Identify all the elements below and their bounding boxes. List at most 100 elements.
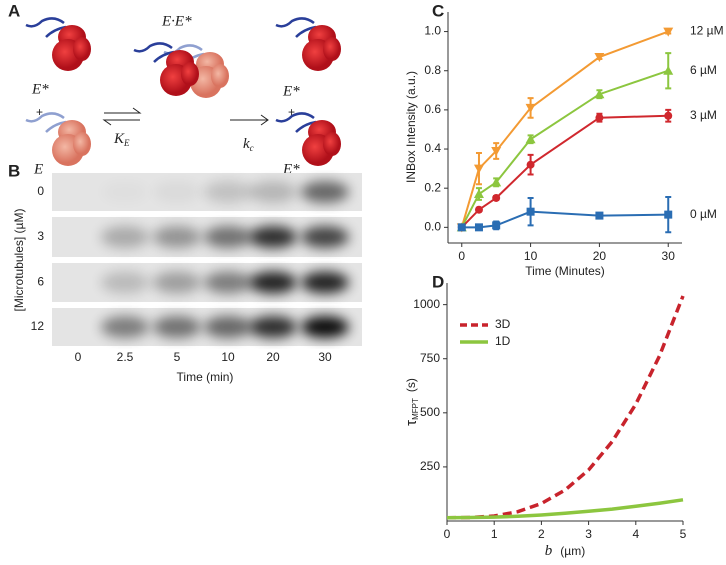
- species-label: E: [33, 161, 43, 177]
- gel-band: [301, 226, 349, 248]
- y-tick-label: 0.8: [424, 63, 441, 77]
- y-tick-label: 0.0: [424, 220, 441, 234]
- y-tick-label: 1.0: [424, 24, 441, 38]
- y-tick-label: 0.2: [424, 180, 441, 194]
- column-label: 5: [174, 350, 181, 364]
- x-tick-label: 2: [538, 527, 545, 541]
- x-tick-label: 10: [524, 249, 538, 263]
- label-part: b: [545, 543, 553, 559]
- species-label: E*: [282, 83, 300, 99]
- gel-band: [153, 316, 201, 338]
- gel-band: [204, 316, 252, 338]
- marker: [491, 146, 502, 156]
- gel-band: [101, 271, 149, 294]
- marker: [492, 193, 501, 202]
- gel-band: [204, 271, 252, 294]
- marker: [595, 113, 604, 122]
- series-line: [446, 498, 684, 520]
- marker: [663, 65, 674, 75]
- protein-active: [274, 17, 343, 73]
- y-axis-label: [Microtubules] (µM): [12, 209, 26, 312]
- legend-label: 1D: [495, 334, 511, 348]
- x-axis-label: Time (Minutes): [525, 264, 605, 278]
- x-tick-label: 30: [662, 249, 676, 263]
- y-axis-label: INBox Intensity (a.u.): [404, 71, 418, 183]
- gel-band: [101, 226, 149, 248]
- protein-complex: [132, 42, 201, 98]
- row-label: 3: [37, 229, 44, 243]
- gel-band: [301, 316, 349, 338]
- marker: [664, 111, 673, 120]
- column-label: 10: [221, 350, 235, 364]
- marker: [457, 223, 466, 232]
- protein-active: [24, 17, 93, 73]
- column-label: 20: [266, 350, 280, 364]
- x-tick-label: 20: [593, 249, 607, 263]
- y-tick-label: 500: [420, 405, 440, 419]
- arrow: [230, 114, 269, 126]
- marker: [594, 53, 605, 63]
- legend-label: 3D: [495, 317, 511, 331]
- x-tick-label: 0: [444, 527, 451, 541]
- label-part: INBox Intensity (a.u.): [404, 71, 418, 183]
- x-tick-label: 3: [585, 527, 592, 541]
- label-part: Time (Minutes): [525, 264, 605, 278]
- protein-active: [274, 112, 343, 168]
- marker: [664, 210, 673, 219]
- row-label: 0: [37, 184, 44, 198]
- y-axis-label: τMFPT (s): [403, 378, 420, 426]
- gel-band: [249, 181, 297, 203]
- label-part: (µm): [560, 544, 585, 558]
- panel-label: D: [432, 272, 444, 291]
- label-part: (s): [404, 378, 418, 392]
- rate-label: KE: [113, 131, 130, 148]
- series-line: [460, 30, 669, 228]
- marker: [525, 134, 536, 144]
- panel-label: C: [432, 1, 444, 20]
- series-label: 6 µM: [690, 63, 717, 77]
- species-label: E·E*: [161, 13, 192, 29]
- gel-band: [301, 181, 349, 203]
- gel-band: [153, 181, 201, 203]
- marker: [526, 160, 535, 169]
- plus: +: [288, 105, 295, 119]
- gel-band: [249, 271, 297, 294]
- gel-band: [204, 226, 252, 248]
- rate-label: kc: [243, 136, 254, 153]
- marker: [473, 189, 484, 199]
- gel-band: [204, 181, 252, 203]
- marker: [595, 211, 604, 220]
- marker: [473, 164, 484, 174]
- series-line: [461, 114, 669, 229]
- gel-band: [153, 271, 201, 294]
- series-label: 3 µM: [690, 108, 717, 122]
- gel-band: [101, 181, 149, 203]
- panel-label: A: [8, 1, 20, 20]
- x-tick-label: 5: [680, 527, 687, 541]
- marker: [474, 223, 483, 232]
- marker: [526, 207, 535, 216]
- protein-inactive: [24, 112, 93, 168]
- gel-band: [249, 316, 297, 338]
- y-tick-label: 750: [420, 351, 440, 365]
- gel-band: [101, 316, 149, 338]
- equilibrium-arrows: [102, 107, 142, 126]
- marker: [525, 103, 536, 113]
- label-part: MFPT: [411, 398, 420, 420]
- x-tick-label: 1: [491, 527, 498, 541]
- marker: [663, 27, 674, 37]
- series-line: [446, 295, 685, 520]
- column-label: 0: [75, 350, 82, 364]
- plus: +: [36, 105, 43, 119]
- x-axis-label: b (µm): [545, 543, 585, 559]
- label-part: τ: [403, 420, 420, 426]
- y-tick-label: 1000: [413, 297, 440, 311]
- panel-a: A E* + E KE E·E* kc E* + E*: [8, 1, 343, 177]
- y-tick-label: 250: [420, 459, 440, 473]
- panel-label: B: [8, 161, 20, 180]
- y-tick-label: 0.6: [424, 102, 441, 116]
- marker: [492, 221, 501, 230]
- row-label: 6: [37, 275, 44, 289]
- y-tick-label: 0.4: [424, 141, 441, 155]
